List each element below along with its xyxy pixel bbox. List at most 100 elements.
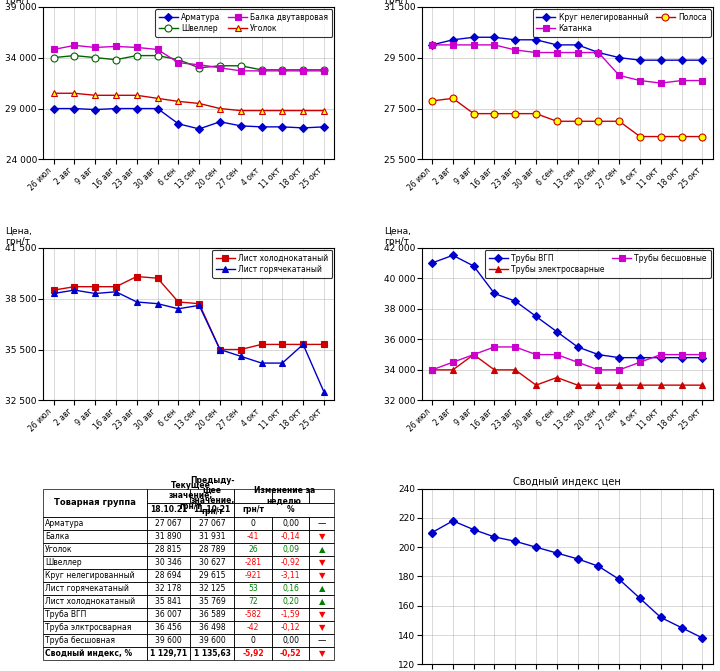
Арматура xyxy=(91,105,99,113)
Круг нелегированный xyxy=(490,34,499,42)
Арматура xyxy=(215,117,224,125)
Bar xyxy=(271,544,310,556)
Уголок xyxy=(91,91,99,99)
Катанка xyxy=(636,76,644,85)
Bar xyxy=(43,530,146,544)
Лист горячекатаный xyxy=(320,388,328,396)
Лист холоднокатаный xyxy=(236,346,245,354)
Полоса xyxy=(532,109,541,117)
Bar xyxy=(146,648,190,660)
Bar xyxy=(190,530,234,544)
Швеллер xyxy=(236,62,245,70)
Bar xyxy=(146,488,190,503)
Text: 53: 53 xyxy=(248,584,258,593)
Трубы электросварные xyxy=(552,374,561,382)
Полоса xyxy=(615,117,624,125)
Bar xyxy=(271,634,310,648)
Legend: Трубы ВГП, Трубы электросварные, Трубы бесшовные: Трубы ВГП, Трубы электросварные, Трубы б… xyxy=(485,250,711,278)
Text: Балка: Балка xyxy=(45,532,69,541)
Полоса xyxy=(449,95,457,103)
Text: -41: -41 xyxy=(247,532,259,541)
Швеллер xyxy=(278,66,287,74)
Bar xyxy=(271,595,310,609)
Text: Цена,
грн/т: Цена, грн/т xyxy=(384,227,410,246)
Bar xyxy=(190,621,234,634)
Text: Цена,
грн/т: Цена, грн/т xyxy=(5,227,32,246)
Text: -1,59: -1,59 xyxy=(281,611,300,619)
Text: 0,16: 0,16 xyxy=(282,584,299,593)
Трубы электросварные xyxy=(636,381,644,389)
Line: Уголок: Уголок xyxy=(50,90,328,114)
Уголок xyxy=(70,89,78,97)
Text: 0,00: 0,00 xyxy=(282,636,299,646)
Bar xyxy=(271,648,310,660)
Line: Лист горячекатаный: Лист горячекатаный xyxy=(50,287,328,395)
Арматура xyxy=(257,123,266,131)
Круг нелегированный xyxy=(698,56,707,64)
Полоса xyxy=(552,117,561,125)
Трубы ВГП xyxy=(678,354,686,362)
Трубы бесшовные xyxy=(594,366,603,374)
Text: 39 600: 39 600 xyxy=(199,636,225,646)
Bar xyxy=(146,595,190,609)
Text: 35 769: 35 769 xyxy=(199,597,225,607)
Text: 39 600: 39 600 xyxy=(155,636,181,646)
Text: Труба ВГП: Труба ВГП xyxy=(45,611,86,619)
Трубы ВГП xyxy=(636,354,644,362)
Text: 72: 72 xyxy=(248,597,258,607)
Bar xyxy=(146,503,234,517)
Балка двутавровая xyxy=(236,67,245,75)
Лист холоднокатаный xyxy=(215,346,224,354)
Трубы ВГП xyxy=(449,251,457,259)
Трубы электросварные xyxy=(469,350,478,358)
Арматура xyxy=(153,105,162,113)
Арматура xyxy=(49,105,58,113)
Швеллер xyxy=(112,56,120,64)
Line: Круг нелегированный: Круг нелегированный xyxy=(429,34,705,63)
Круг нелегированный xyxy=(511,36,520,44)
Катанка xyxy=(428,41,436,49)
Text: 36 589: 36 589 xyxy=(199,611,225,619)
Bar xyxy=(234,609,271,621)
Арматура xyxy=(70,105,78,113)
Bar xyxy=(310,544,334,556)
Трубы электросварные xyxy=(615,381,624,389)
Bar xyxy=(310,556,334,569)
Bar xyxy=(43,648,146,660)
Балка двутавровая xyxy=(174,58,183,66)
Круг нелегированный xyxy=(594,48,603,56)
Text: Текущее
значение,
грн/т: Текущее значение, грн/т xyxy=(168,481,212,511)
Bar xyxy=(146,569,190,582)
Bar xyxy=(234,530,271,544)
Лист горячекатаный xyxy=(299,340,307,348)
Bar xyxy=(271,556,310,569)
Line: Катанка: Катанка xyxy=(429,42,705,86)
Трубы ВГП xyxy=(573,343,582,351)
Уголок xyxy=(215,105,224,113)
Line: Швеллер: Швеллер xyxy=(50,52,328,73)
Bar xyxy=(146,556,190,569)
Bar xyxy=(43,556,146,569)
Трубы ВГП xyxy=(511,297,520,305)
Лист горячекатаный xyxy=(91,289,99,297)
Text: Круг нелегированный: Круг нелегированный xyxy=(45,571,135,580)
Лист холоднокатаный xyxy=(320,340,328,348)
Полоса xyxy=(678,132,686,140)
Трубы бесшовные xyxy=(428,366,436,374)
Text: 0: 0 xyxy=(251,636,256,646)
Швеллер xyxy=(257,66,266,74)
Катанка xyxy=(678,76,686,85)
Катанка xyxy=(698,76,707,85)
Балка двутавровая xyxy=(153,46,162,54)
Text: 1 135,63: 1 135,63 xyxy=(194,650,230,658)
Катанка xyxy=(657,79,665,87)
Полоса xyxy=(573,117,582,125)
Лист холоднокатаный xyxy=(299,340,307,348)
Швеллер xyxy=(153,52,162,60)
Трубы ВГП xyxy=(469,262,478,270)
Text: ▲: ▲ xyxy=(318,584,325,593)
Швеллер xyxy=(320,66,328,74)
Bar xyxy=(43,621,146,634)
Bar xyxy=(310,609,334,621)
Трубы бесшовные xyxy=(552,350,561,358)
